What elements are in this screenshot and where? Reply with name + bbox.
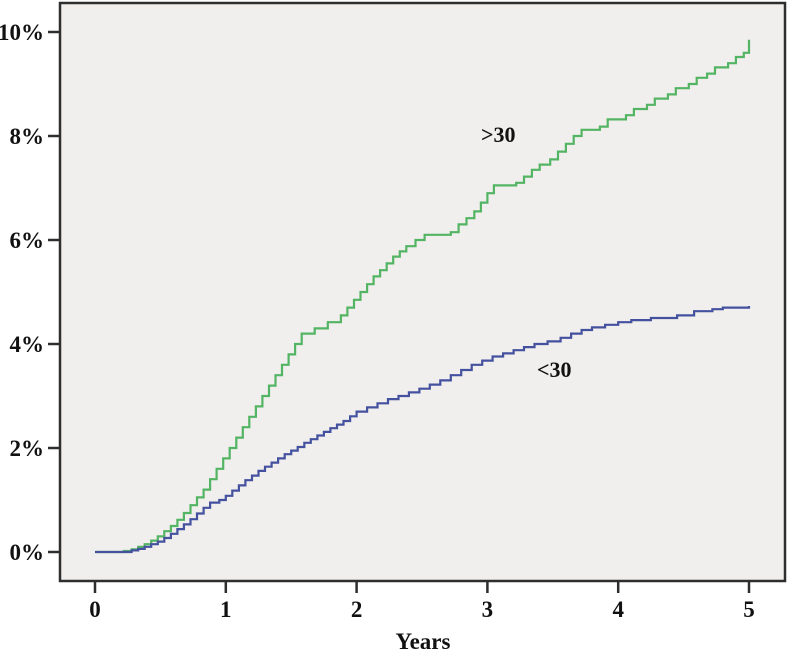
y-tick-label-10: 10% xyxy=(0,20,44,45)
x-tick-label-0: 0 xyxy=(89,597,101,622)
series-curves xyxy=(95,39,751,554)
x-tick-label-5: 5 xyxy=(743,597,755,622)
curve-under-30 xyxy=(95,306,751,554)
series-label-under-30: <30 xyxy=(537,357,572,382)
y-tick-label-0: 0% xyxy=(10,540,45,565)
y-tick-label-4: 4% xyxy=(10,332,45,357)
x-tick-label-4: 4 xyxy=(612,597,624,622)
x-tick-label-3: 3 xyxy=(482,597,494,622)
curve-over-30 xyxy=(95,39,751,554)
y-tick-label-6: 6% xyxy=(10,228,45,253)
y-tick-label-2: 2% xyxy=(10,436,45,461)
x-tick-label-2: 2 xyxy=(351,597,363,622)
y-tick-label-8: 8% xyxy=(10,124,45,149)
x-tick-label-1: 1 xyxy=(220,597,232,622)
y-axis-ticks: 0% 2% 4% 6% 8% 10% xyxy=(0,20,60,565)
x-axis-title: Years xyxy=(396,629,451,653)
series-label-over-30: >30 xyxy=(481,122,516,147)
x-axis-ticks: 0 1 2 3 4 5 xyxy=(89,581,755,622)
